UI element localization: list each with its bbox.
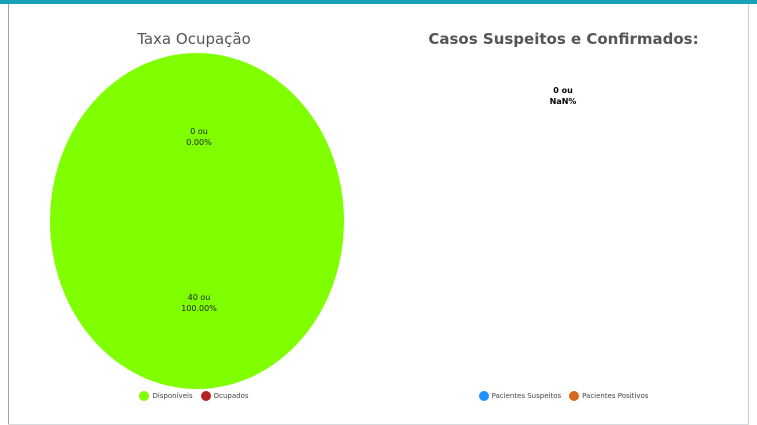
legend-label-disponiveis: Disponíveis (152, 392, 193, 400)
legend-label-pacientes-suspeitos: Pacientes Suspeitos (491, 392, 562, 400)
slice-label-line2: 100.00% (181, 304, 217, 313)
slice-label-line2: 0.00% (186, 138, 212, 147)
occupancy-pie-svg (50, 53, 344, 389)
legend-swatch-pacientes-positivos (569, 391, 580, 401)
slice-label-ocupados: 0 ou 0.00% (159, 126, 239, 148)
legend-swatch-disponiveis (139, 391, 150, 401)
legend-label-ocupados: Ocupados (213, 392, 249, 400)
slice-label-line1: 0 ou (190, 127, 208, 136)
slice-label-line1: 0 ou (553, 86, 573, 95)
legend-item-pacientes-positivos[interactable]: Pacientes Positivos (569, 391, 648, 401)
pie-slice-disponiveis[interactable] (50, 53, 344, 389)
legend-item-ocupados[interactable]: Ocupados (200, 391, 249, 401)
legend-swatch-ocupados (200, 391, 211, 401)
legend-item-disponiveis[interactable]: Disponíveis (139, 391, 193, 401)
slice-label-pacientes-suspeitos: 0 ou NaN% (523, 85, 603, 107)
top-accent-bar (0, 0, 757, 4)
occupancy-chart-title: Taxa Ocupação (137, 30, 251, 48)
legend-swatch-pacientes-suspeitos (478, 391, 489, 401)
card-left-border (8, 4, 9, 425)
cases-chart-panel: Casos Suspeitos e Confirmados: 0 ou NaN%… (379, 4, 748, 424)
occupancy-chart-panel: Taxa Ocupação 0 ou 0.00% 40 ou 100.00% D… (9, 4, 379, 424)
legend-item-pacientes-suspeitos[interactable]: Pacientes Suspeitos (478, 391, 562, 401)
occupancy-legend: Disponíveis Ocupados (9, 391, 379, 401)
slice-label-line1: 40 ou (187, 293, 211, 302)
slice-label-line2: NaN% (549, 97, 577, 106)
slice-label-disponiveis: 40 ou 100.00% (159, 292, 239, 314)
cases-chart-title: Casos Suspeitos e Confirmados: (428, 30, 699, 48)
card-right-border (748, 4, 749, 425)
cases-legend: Pacientes Suspeitos Pacientes Positivos (379, 391, 748, 401)
legend-label-pacientes-positivos: Pacientes Positivos (582, 392, 649, 400)
